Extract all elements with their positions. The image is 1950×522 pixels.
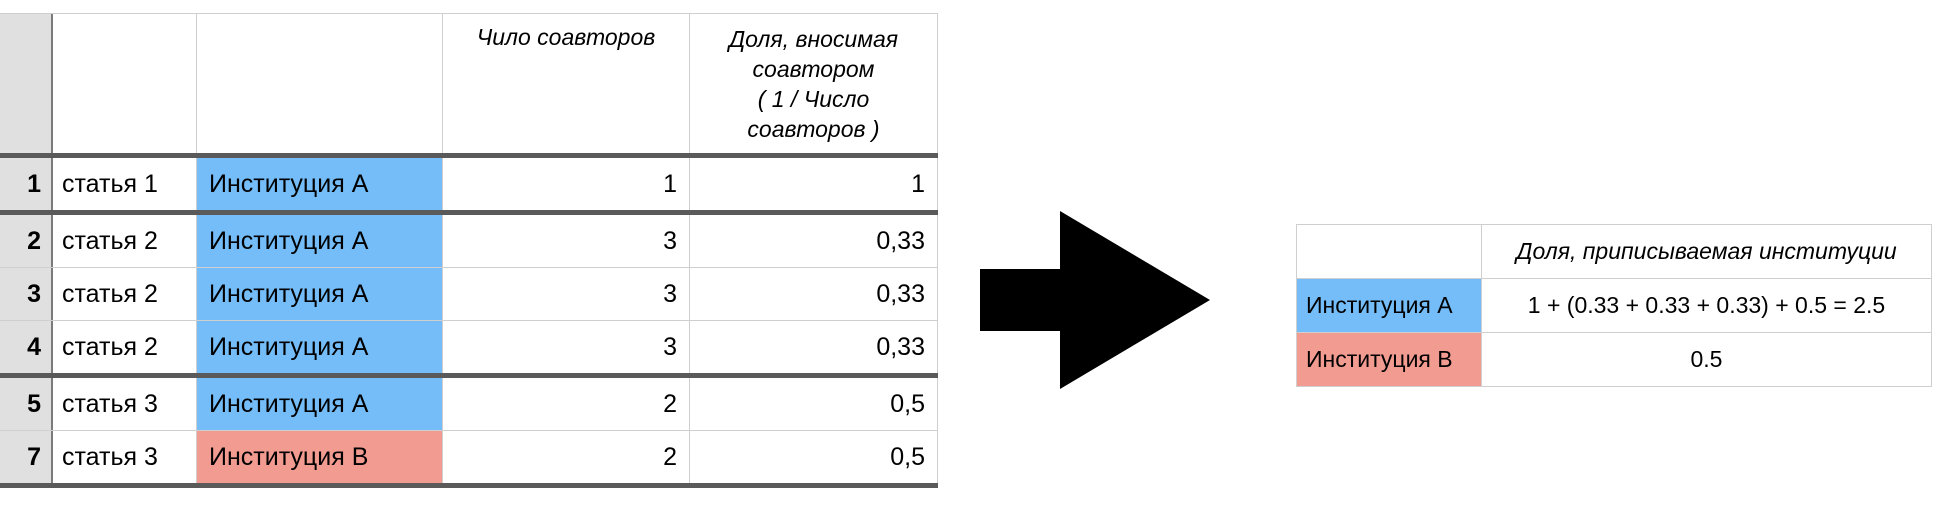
header-share: Доля, вносимая соавтором ( 1 / Число соа… (690, 14, 938, 153)
share-cell: 0,33 (690, 321, 938, 373)
institution-cell: Институция А (197, 321, 443, 373)
article-cell: статья 2 (53, 215, 197, 267)
share-cell: 0,5 (690, 431, 938, 483)
institution-share-table: Доля, приписываемая институции Институци… (1296, 224, 1932, 387)
summary-header-row: Доля, приписываемая институции (1296, 224, 1932, 279)
row-number: 3 (0, 268, 53, 320)
row-number: 1 (0, 158, 53, 210)
row-number: 7 (0, 431, 53, 483)
table-row: 7 статья 3 Институция В 2 0,5 (0, 430, 938, 483)
coauthors-cell: 3 (443, 321, 690, 373)
summary-row: Институция В 0.5 (1296, 332, 1932, 387)
institution-cell: Институция А (197, 378, 443, 430)
header-article-cell (53, 14, 197, 153)
coauthor-share-table: Чило соавторов Доля, вносимая соавтором … (0, 13, 938, 488)
article-cell: статья 3 (53, 431, 197, 483)
summary-row: Институция А 1 + (0.33 + 0.33 + 0.33) + … (1296, 278, 1932, 333)
header-corner-cell (0, 14, 53, 153)
summary-institution-cell: Институция В (1296, 332, 1482, 387)
right-arrow-shape (980, 211, 1210, 389)
summary-header: Доля, приписываемая институции (1481, 224, 1932, 279)
summary-header-corner (1296, 224, 1482, 279)
institution-cell: Институция А (197, 158, 443, 210)
header-institution-cell (197, 14, 443, 153)
header-coauthors-label: Чило соавторов (476, 24, 656, 50)
coauthors-cell: 2 (443, 431, 690, 483)
article-cell: статья 2 (53, 321, 197, 373)
share-cell: 0,33 (690, 215, 938, 267)
header-share-line: соавтором (752, 56, 875, 82)
right-arrow-icon (980, 211, 1210, 389)
coauthors-cell: 1 (443, 158, 690, 210)
summary-value-cell: 1 + (0.33 + 0.33 + 0.33) + 0.5 = 2.5 (1481, 278, 1932, 333)
coauthors-cell: 2 (443, 378, 690, 430)
header-share-line: Доля, вносимая (728, 26, 899, 52)
table-row: 4 статья 2 Институция А 3 0,33 (0, 320, 938, 373)
summary-institution-cell: Институция А (1296, 278, 1482, 333)
header-share-label: Доля, вносимая соавтором ( 1 / Число соа… (729, 24, 898, 144)
row-number: 4 (0, 321, 53, 373)
share-cell: 1 (690, 158, 938, 210)
header-share-line: соавторов ) (747, 116, 880, 142)
table-row: 3 статья 2 Институция А 3 0,33 (0, 267, 938, 320)
header-share-line: ( 1 / Число (757, 86, 870, 112)
article-cell: статья 2 (53, 268, 197, 320)
table-row: 5 статья 3 Институция А 2 0,5 (0, 373, 938, 430)
coauthors-cell: 3 (443, 268, 690, 320)
institution-cell: Институция А (197, 215, 443, 267)
summary-value-cell: 0.5 (1481, 332, 1932, 387)
row-number: 5 (0, 378, 53, 430)
table-row: 2 статья 2 Институция А 3 0,33 (0, 210, 938, 267)
header-coauthors: Чило соавторов (443, 14, 690, 153)
table-header-row: Чило соавторов Доля, вносимая соавтором … (0, 13, 938, 153)
article-cell: статья 3 (53, 378, 197, 430)
share-cell: 0,33 (690, 268, 938, 320)
article-cell: статья 1 (53, 158, 197, 210)
row-number: 2 (0, 215, 53, 267)
share-cell: 0,5 (690, 378, 938, 430)
table-row: 1 статья 1 Институция А 1 1 (0, 153, 938, 210)
coauthors-cell: 3 (443, 215, 690, 267)
table-bottom-border (0, 483, 938, 488)
institution-cell: Институция А (197, 268, 443, 320)
institution-cell: Институция В (197, 431, 443, 483)
